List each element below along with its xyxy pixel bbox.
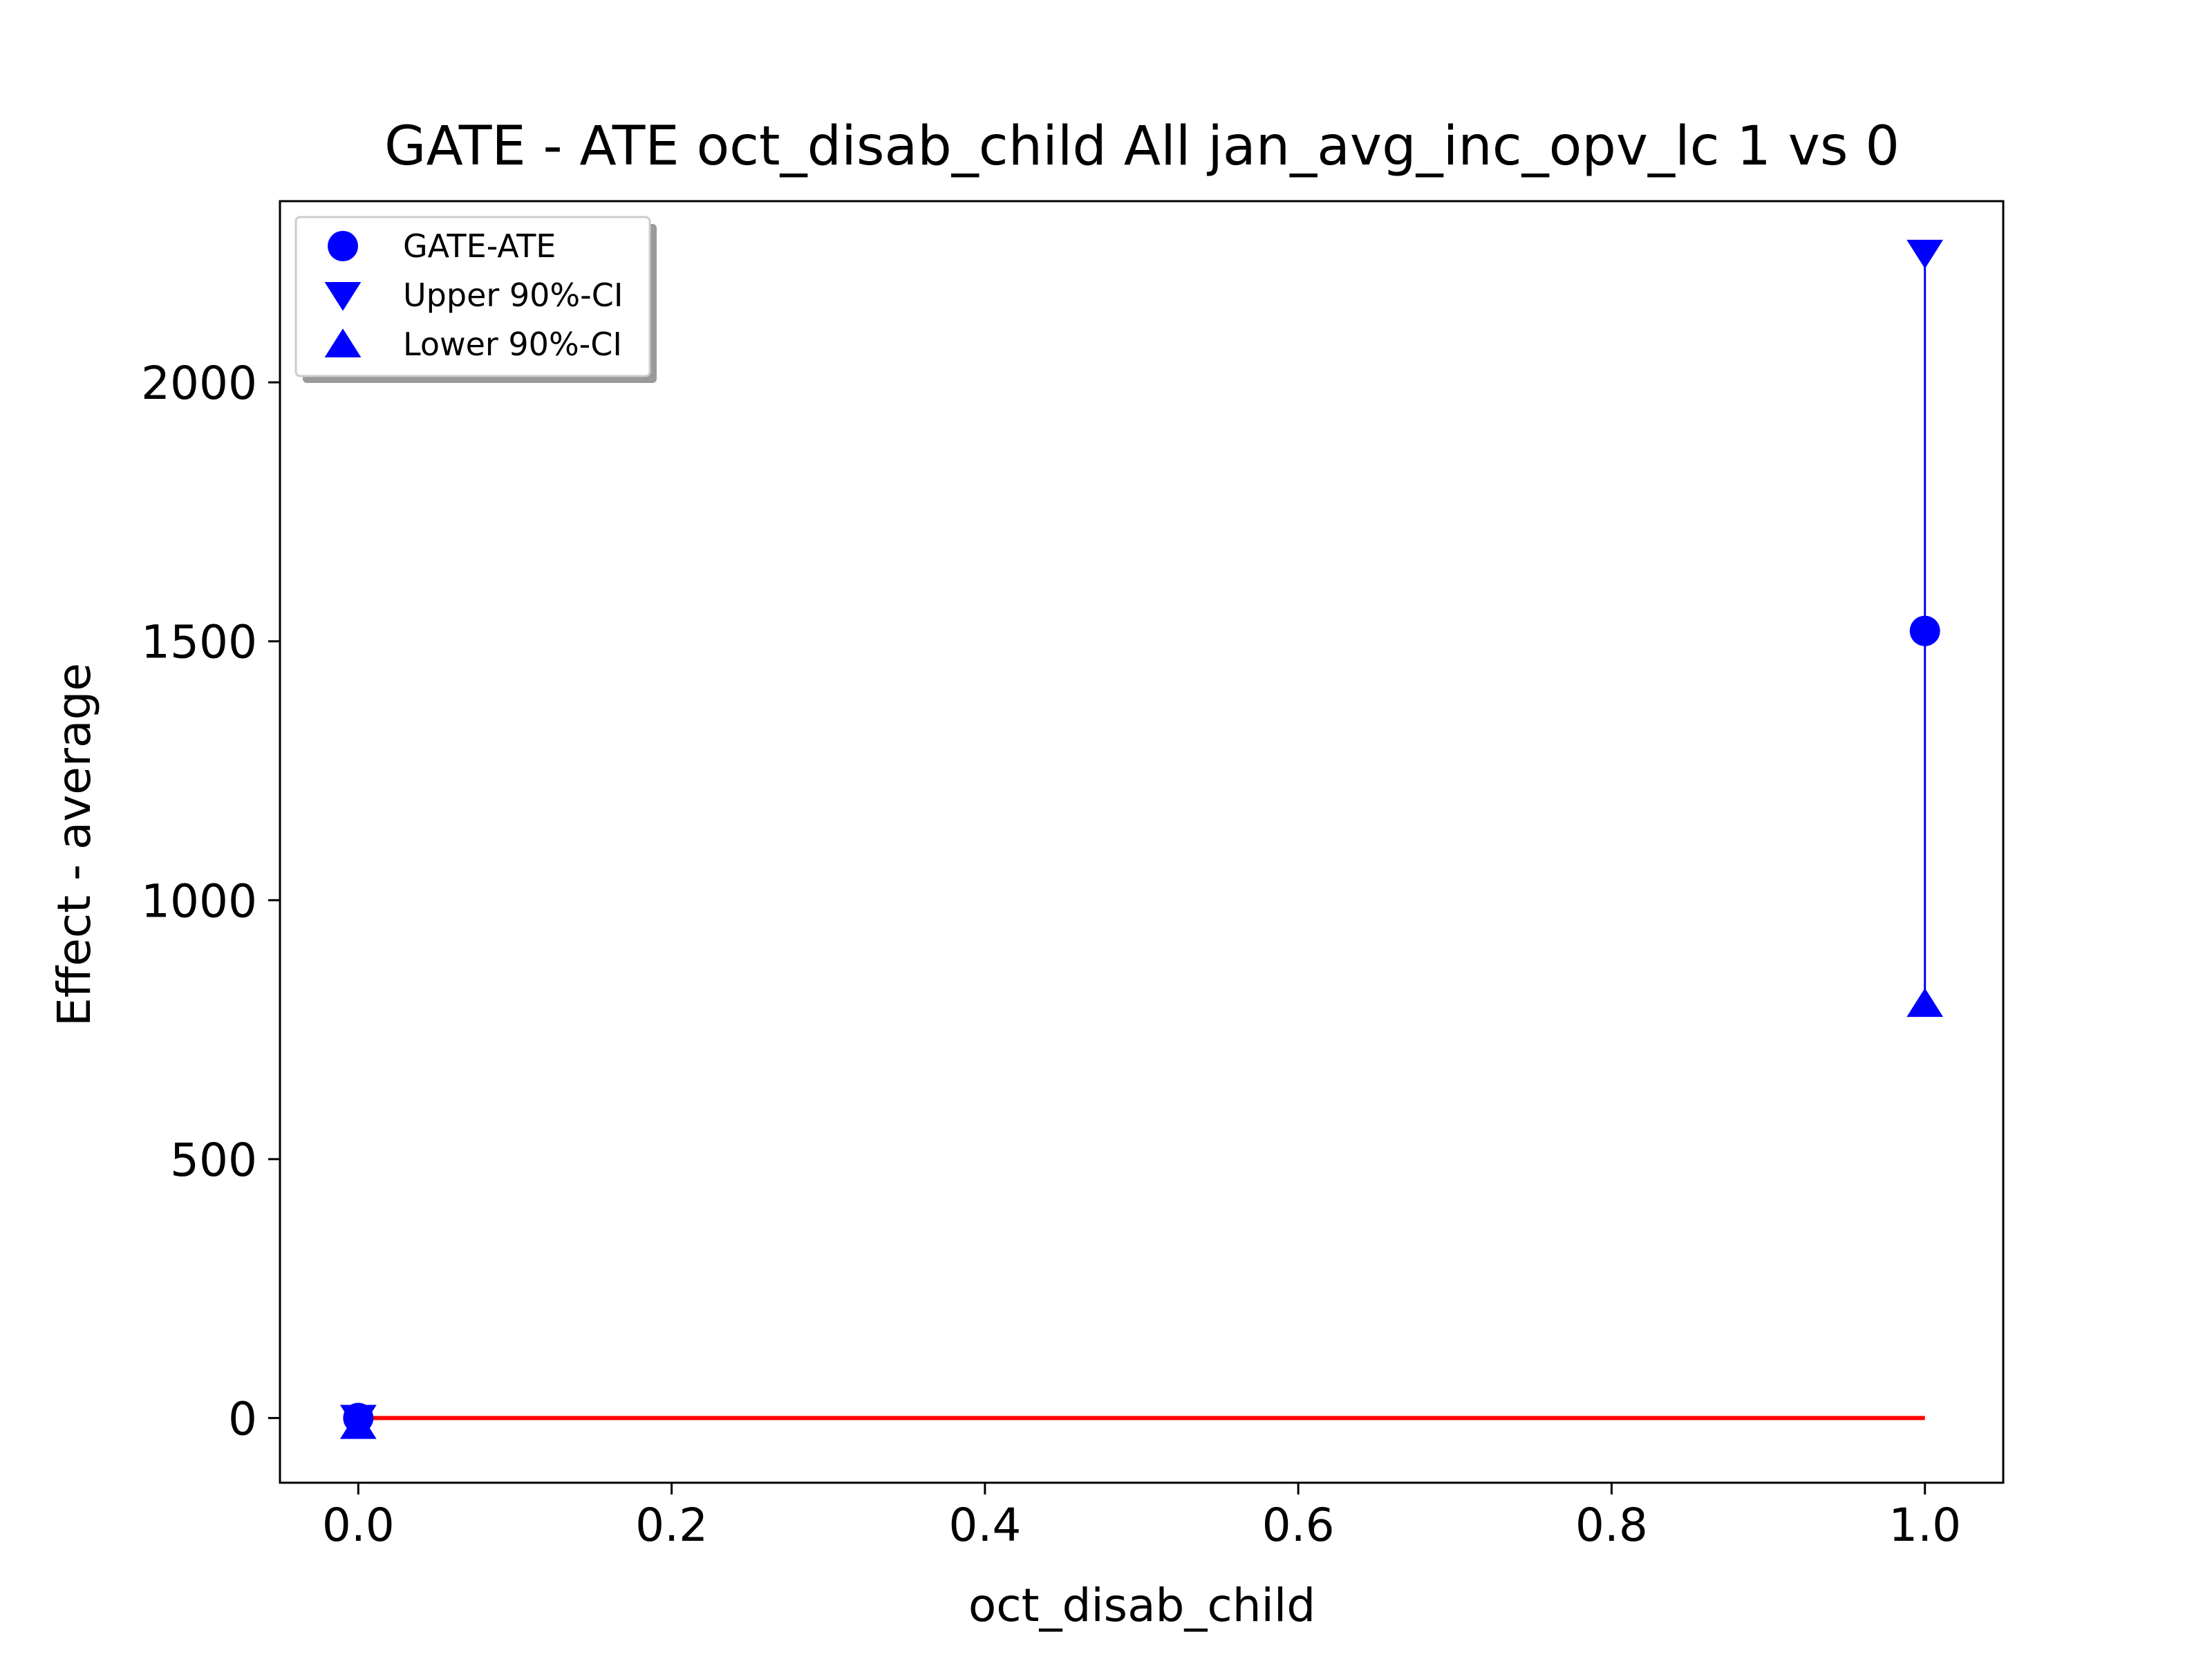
legend-marker — [324, 282, 362, 311]
x-tick-label: 0.4 — [948, 1499, 1021, 1552]
chart-title: GATE - ATE oct_disab_child All jan_avg_i… — [384, 115, 1900, 178]
upper-ci-marker — [1906, 239, 1944, 269]
plot-area: 0.0 0.2 0.4 0.6 0.8 1.0 0 500 1000 1500 2000 — [141, 200, 2005, 1552]
gate-ate-point — [1909, 615, 1940, 646]
legend-marker — [324, 328, 362, 357]
legend-marker — [328, 231, 358, 261]
y-axis-label: Effect - average — [48, 663, 101, 1027]
legend: GATE-ATE Upper 90%-CI Lower 90%-CI — [294, 216, 657, 383]
y-tick-label: 500 — [170, 1134, 257, 1187]
x-tick-label: 1.0 — [1888, 1499, 1961, 1552]
y-tick-label: 1500 — [141, 616, 257, 669]
x-tick-label: 0.2 — [635, 1499, 708, 1552]
y-tick-label: 2000 — [141, 357, 257, 410]
x-tick-label: 0.8 — [1575, 1499, 1648, 1552]
lower-ci-marker — [1906, 988, 1944, 1018]
legend-entry-label: Lower 90%-CI — [403, 326, 622, 363]
lower-ci-marker — [339, 1409, 377, 1439]
y-tick-label: 0 — [228, 1392, 257, 1445]
x-tick-label: 0.6 — [1262, 1499, 1335, 1552]
x-axis-label: oct_disab_child — [968, 1579, 1315, 1632]
y-tick-label: 1000 — [141, 874, 257, 928]
legend-entry-label: GATE-ATE — [403, 227, 556, 265]
legend-entry-label: Upper 90%-CI — [403, 276, 623, 314]
x-tick-label: 0.0 — [322, 1499, 395, 1552]
plot-frame — [279, 200, 2005, 1484]
legend-box — [294, 216, 651, 377]
